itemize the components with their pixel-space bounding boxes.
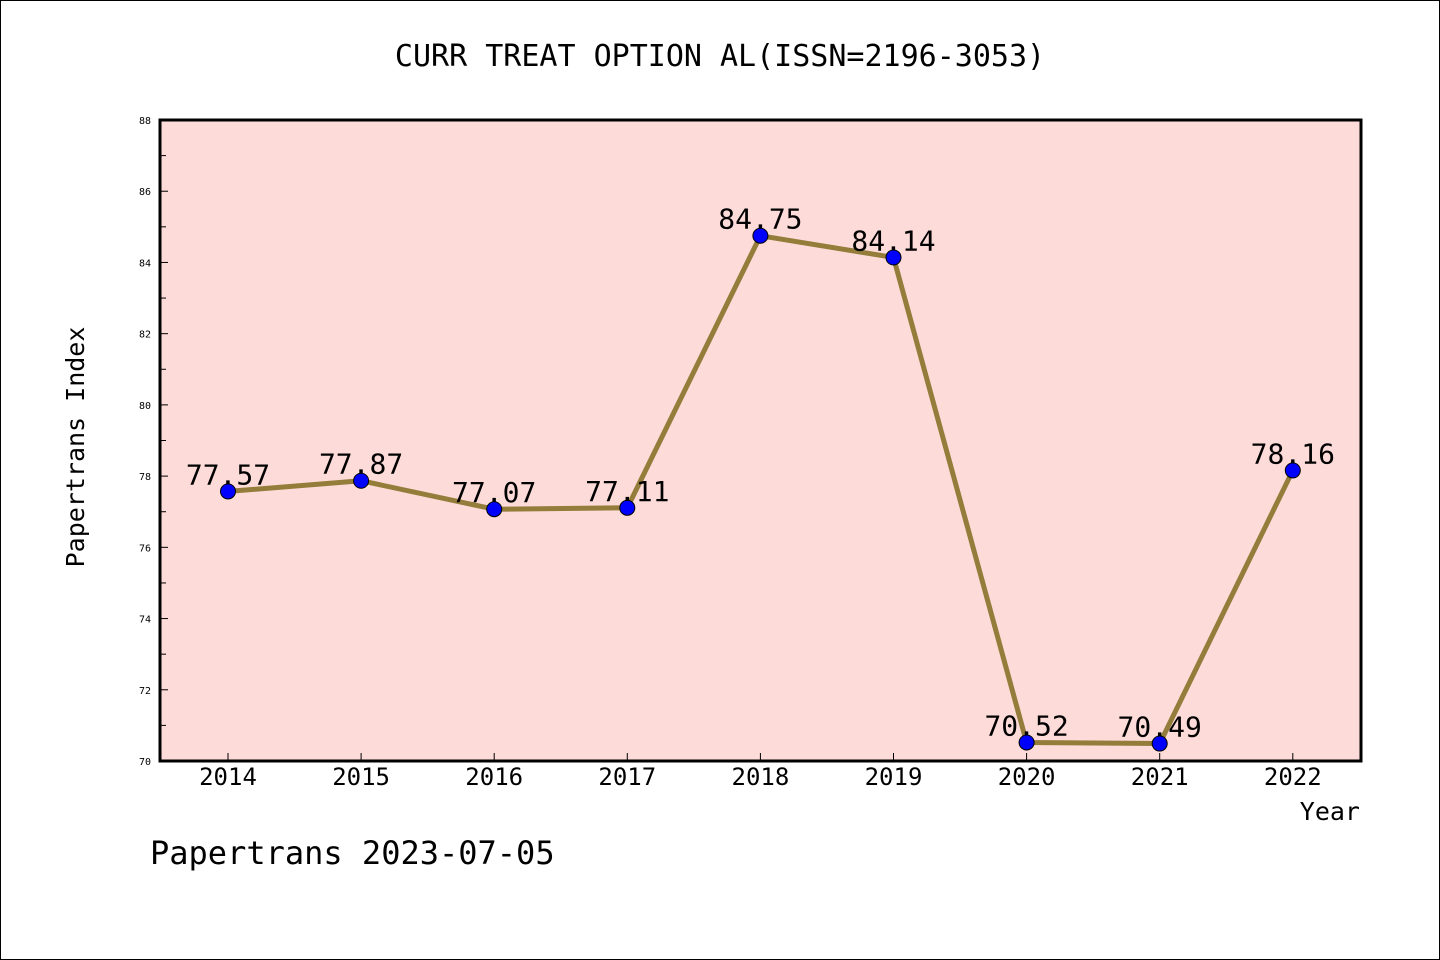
y-tick-label: 88: [139, 116, 151, 127]
y-axis: 70 72 74 76 78 80 82 84 86 88: [139, 116, 168, 768]
x-tick-label: 2019: [865, 763, 923, 791]
x-axis: 2014 2015 2016 2017 2018 2019 2020 2021 2022: [199, 753, 1322, 791]
data-point: [1018, 734, 1035, 751]
data-label: 77.07: [452, 476, 536, 509]
x-tick-label: 2015: [332, 763, 390, 791]
data-label: 70.52: [984, 709, 1068, 742]
x-tick-label: 2014: [199, 763, 257, 791]
data-labels-group: 77.57 77.87 77.07 77.11 84.75 84.14 70.52 70.49…: [186, 203, 1335, 744]
y-tick-label: 84: [139, 258, 151, 269]
data-label: 77.87: [319, 448, 403, 481]
data-point: [619, 499, 636, 516]
data-point: [752, 227, 769, 244]
x-tick-label: 2018: [732, 763, 790, 791]
y-axis-label: Papertrans Index: [61, 327, 90, 568]
footer-credit: Papertrans 2023-07-05: [150, 834, 555, 872]
y-tick-label: 78: [139, 472, 151, 483]
x-tick-label: 2020: [998, 763, 1056, 791]
y-tick-label: 80: [139, 401, 151, 412]
y-tick-label: 70: [139, 757, 151, 768]
data-point: [1284, 462, 1301, 479]
data-label: 77.11: [585, 475, 669, 508]
x-axis-label: Year: [1300, 797, 1360, 826]
data-label: 77.57: [186, 458, 270, 491]
y-tick-label: 72: [139, 686, 151, 697]
x-tick-label: 2022: [1264, 763, 1322, 791]
markers-group: [220, 227, 1301, 752]
data-point: [353, 472, 370, 489]
data-label: 70.49: [1118, 711, 1202, 744]
y-tick-label: 76: [139, 543, 151, 554]
x-tick-label: 2017: [598, 763, 656, 791]
data-label: 84.14: [851, 224, 935, 257]
y-tick-label: 86: [139, 187, 151, 198]
data-label: 84.75: [718, 203, 802, 236]
x-tick-label: 2016: [465, 763, 523, 791]
y-tick-label: 74: [139, 615, 151, 626]
y-tick-label: 82: [139, 330, 151, 341]
chart-title: CURR TREAT OPTION AL(ISSN=2196-3053): [395, 39, 1045, 74]
x-tick-label: 2021: [1131, 763, 1189, 791]
data-point: [1151, 735, 1168, 752]
data-point: [885, 249, 902, 266]
data-label: 78.16: [1251, 437, 1335, 470]
data-point: [220, 483, 236, 500]
data-point: [486, 501, 503, 518]
plot-area: [158, 118, 1363, 763]
